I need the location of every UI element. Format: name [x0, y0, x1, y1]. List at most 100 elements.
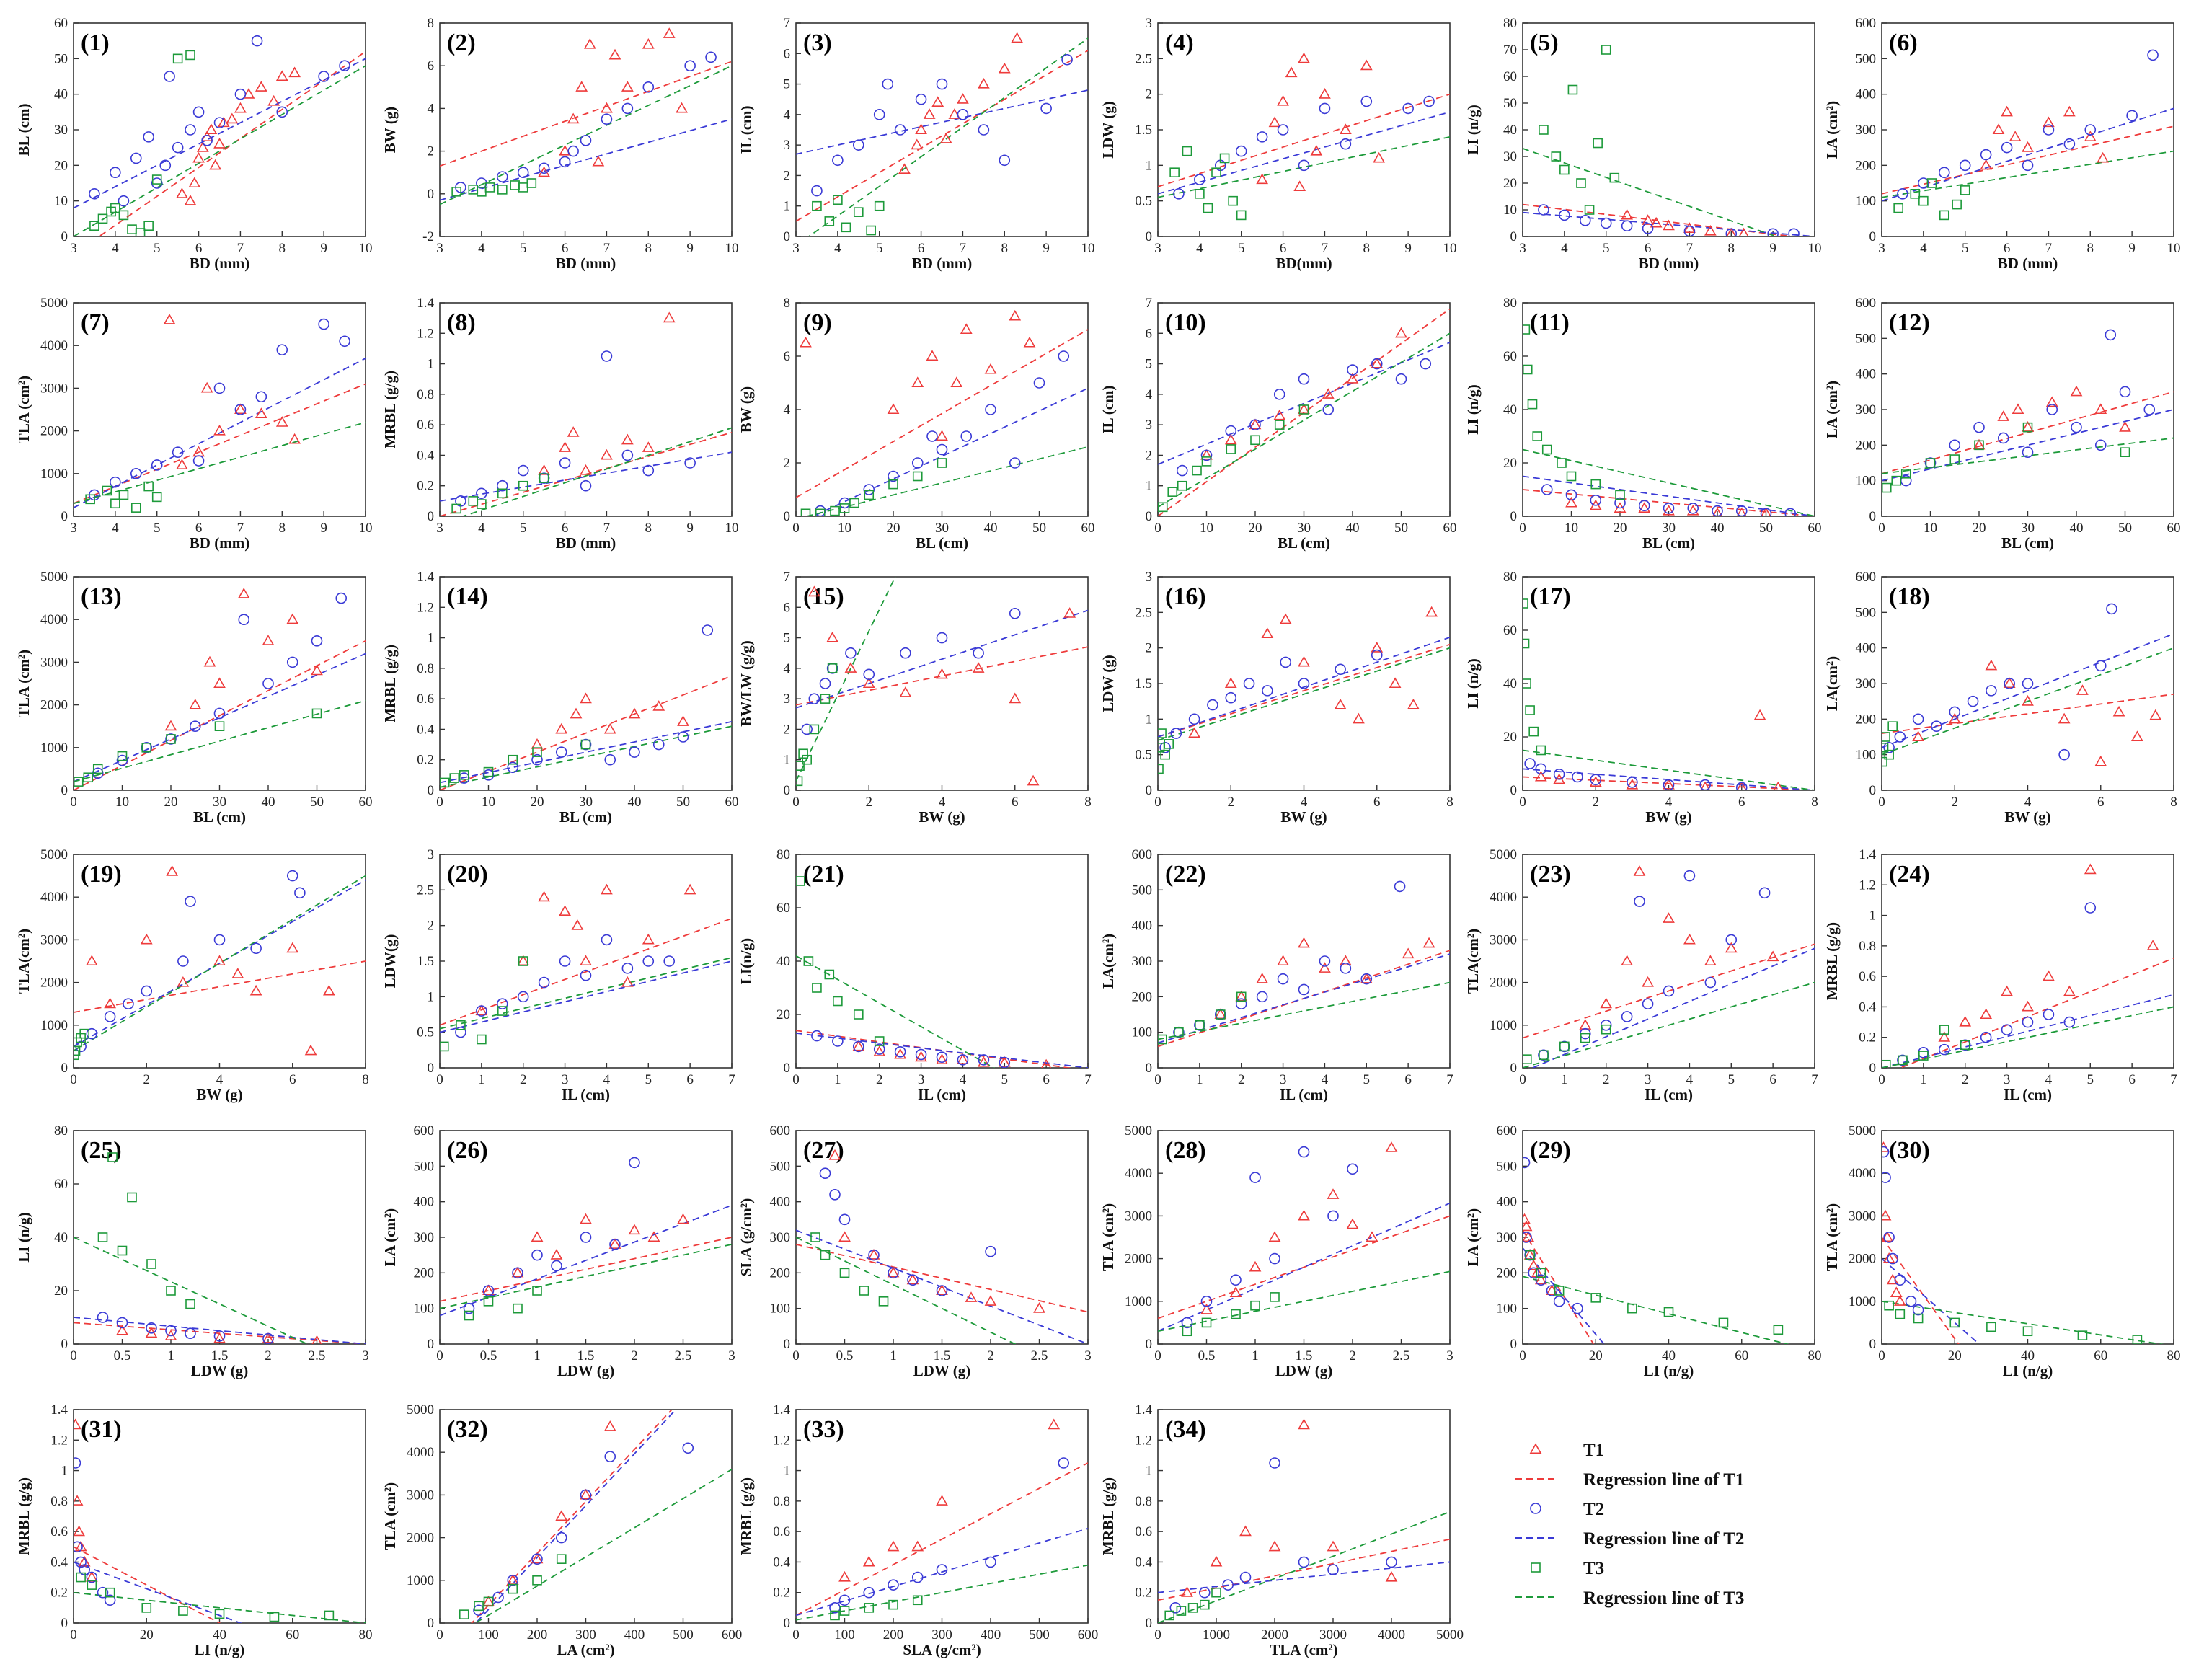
point-t1 [1033, 1302, 1045, 1313]
point-t2 [1912, 713, 1924, 725]
point-t3 [117, 1245, 128, 1256]
y-tick-label: 0.5 [417, 1025, 434, 1040]
point-t1 [2043, 970, 2055, 981]
point-t1 [1249, 1260, 1262, 1272]
x-tick-label: 200 [527, 1627, 548, 1643]
point-t3 [1584, 205, 1595, 215]
point-t3 [464, 1310, 474, 1321]
regression-line-t1 [796, 329, 1088, 498]
y-tick-label: 5000 [407, 1402, 434, 1418]
point-t3 [1882, 756, 1887, 767]
x-axis-label: LI (n/g) [195, 1641, 244, 1658]
point-t2 [1225, 691, 1237, 704]
point-t1 [862, 1555, 875, 1567]
point-t3 [1182, 1326, 1192, 1337]
point-t1 [1663, 504, 1675, 516]
point-t2 [2022, 159, 2034, 172]
point-t3 [810, 1232, 820, 1242]
x-axis-label: BW (g) [1645, 808, 1691, 826]
point-t3 [513, 1303, 523, 1314]
point-t3 [1158, 764, 1164, 774]
point-t2 [213, 382, 226, 394]
point-t2 [1883, 742, 1895, 753]
point-t2 [185, 1327, 196, 1339]
point-t1 [1373, 151, 1386, 163]
point-t3 [1910, 188, 1921, 199]
y-tick-label: 40 [1503, 402, 1517, 417]
point-t3 [796, 876, 805, 886]
regression-line-t2 [440, 960, 732, 1033]
y-tick-label: 300 [1497, 1230, 1518, 1245]
y-axis-label: BL (cm) [15, 104, 32, 156]
point-t3 [1527, 399, 1538, 410]
point-t2 [985, 1556, 996, 1568]
y-tick-label: 6 [784, 349, 791, 364]
point-t2 [888, 1267, 899, 1279]
point-t2 [1553, 769, 1565, 780]
point-t2 [517, 167, 529, 178]
point-t2 [2106, 603, 2117, 615]
point-t1 [262, 635, 275, 645]
x-tick-label: 60 [2094, 1348, 2107, 1363]
regression-line-t2 [1882, 107, 2174, 202]
point-t1 [1890, 1286, 1903, 1298]
x-tick-label: 5 [520, 241, 527, 256]
x-tick-label: 0 [1878, 1348, 1885, 1363]
y-tick-label: 60 [54, 1177, 68, 1192]
point-t3 [526, 178, 537, 188]
point-t2 [911, 1571, 924, 1583]
x-tick-label: 60 [1081, 521, 1095, 536]
point-t3 [802, 754, 812, 765]
regression-line-t3 [1523, 981, 1815, 1068]
panel-label: (12) [1889, 309, 1930, 336]
x-tick-label: 300 [575, 1627, 596, 1643]
x-tick-label: 500 [673, 1627, 694, 1643]
point-t2 [318, 318, 329, 330]
point-t2 [1897, 1054, 1908, 1066]
point-t3 [849, 498, 859, 508]
plot-frame [795, 302, 1089, 517]
point-t2 [1524, 1249, 1536, 1261]
y-tick-label: 100 [1856, 748, 1877, 763]
point-t2 [1579, 214, 1591, 226]
x-tick-label: 1 [1252, 1348, 1259, 1363]
plot-frame [1157, 22, 1451, 237]
point-t1 [1638, 502, 1651, 513]
x-tick-label: 5 [520, 521, 527, 536]
point-t3 [135, 228, 146, 236]
point-t1 [1319, 88, 1331, 99]
point-t1 [200, 381, 213, 393]
x-axis-label: BD (mm) [1998, 255, 2058, 272]
point-t2 [1423, 95, 1435, 107]
y-tick-label: 0 [1869, 1061, 1877, 1076]
point-t1 [1277, 94, 1289, 106]
point-t2 [1918, 1047, 1929, 1058]
x-tick-label: 40 [984, 521, 998, 536]
point-t3 [79, 1028, 89, 1039]
regression-line-t3 [474, 1469, 732, 1623]
y-tick-label: 5000 [40, 296, 68, 311]
x-tick-label: 1 [534, 1348, 541, 1363]
point-t3 [449, 773, 460, 783]
point-t1 [628, 1224, 641, 1235]
y-tick-label: 0.6 [1135, 1524, 1152, 1539]
y-axis-label: TLA(cm²) [1464, 929, 1482, 994]
point-t2 [189, 720, 201, 733]
point-t2 [1009, 457, 1021, 469]
point-t1 [85, 955, 98, 966]
y-tick-label: 300 [414, 1230, 435, 1245]
point-t3 [796, 776, 803, 787]
panel-label: (4) [1165, 30, 1194, 56]
x-axis-label: BD (mm) [912, 255, 972, 272]
y-tick-label: 0 [1146, 229, 1153, 244]
point-t2 [1600, 1020, 1612, 1031]
point-t2 [682, 1442, 694, 1454]
x-tick-label: 5 [1001, 1072, 1009, 1087]
point-t1 [311, 1335, 322, 1344]
y-tick-label: 2 [784, 722, 791, 737]
point-t1 [311, 664, 323, 676]
y-tick-label: 20 [1503, 456, 1517, 471]
regression-line-t2 [1158, 953, 1450, 1044]
